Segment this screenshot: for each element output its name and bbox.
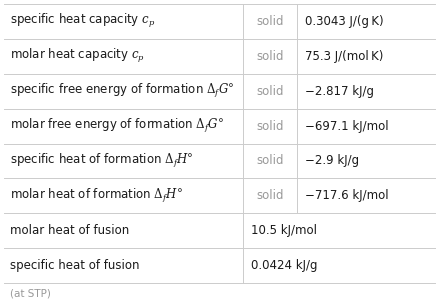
Text: solid: solid	[256, 50, 283, 63]
Text: −2.9 kJ/g: −2.9 kJ/g	[304, 154, 358, 167]
Text: molar free energy of formation $\Delta_f G°$: molar free energy of formation $\Delta_f…	[10, 117, 223, 135]
Text: solid: solid	[256, 15, 283, 28]
Text: 10.5 kJ/mol: 10.5 kJ/mol	[251, 224, 317, 237]
Text: solid: solid	[256, 120, 283, 133]
Text: solid: solid	[256, 189, 283, 202]
Text: 0.0424 kJ/g: 0.0424 kJ/g	[251, 259, 317, 272]
Text: solid: solid	[256, 85, 283, 98]
Text: specific heat of fusion: specific heat of fusion	[10, 259, 139, 272]
Text: specific heat of formation $\Delta_f H°$: specific heat of formation $\Delta_f H°$	[10, 152, 193, 170]
Text: −2.817 kJ/g: −2.817 kJ/g	[304, 85, 373, 98]
Text: molar heat of formation $\Delta_f H°$: molar heat of formation $\Delta_f H°$	[10, 187, 183, 205]
Text: (at STP): (at STP)	[10, 289, 51, 299]
Text: solid: solid	[256, 154, 283, 167]
Text: 0.3043 J/(g K): 0.3043 J/(g K)	[304, 15, 383, 28]
Text: −697.1 kJ/mol: −697.1 kJ/mol	[304, 120, 388, 133]
Text: 75.3 J/(mol K): 75.3 J/(mol K)	[304, 50, 382, 63]
Text: specific heat capacity $c_p$: specific heat capacity $c_p$	[10, 13, 155, 30]
Text: molar heat of fusion: molar heat of fusion	[10, 224, 129, 237]
Text: specific free energy of formation $\Delta_f G°$: specific free energy of formation $\Delt…	[10, 82, 234, 100]
Text: molar heat capacity $c_p$: molar heat capacity $c_p$	[10, 47, 145, 65]
Text: −717.6 kJ/mol: −717.6 kJ/mol	[304, 189, 388, 202]
